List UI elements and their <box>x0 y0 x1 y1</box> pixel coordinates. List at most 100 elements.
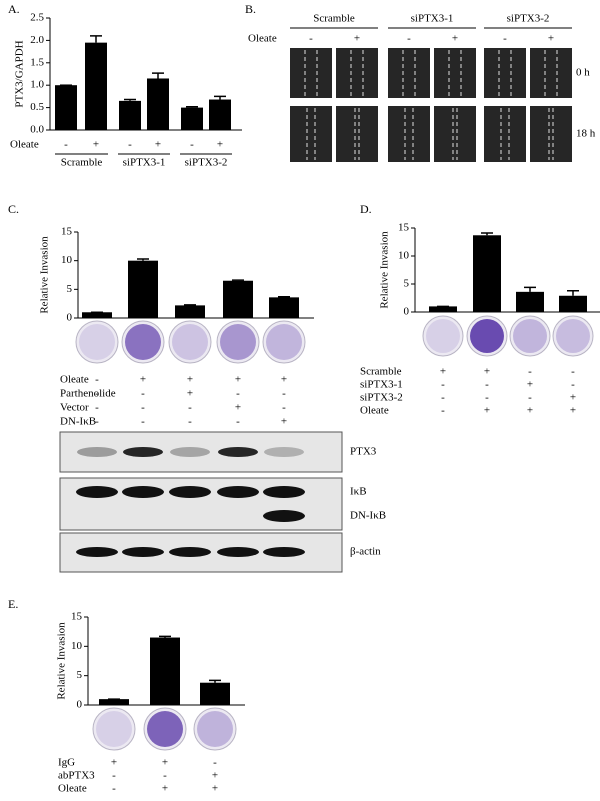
condition-sign: + <box>162 757 168 769</box>
wound-image <box>530 48 572 98</box>
bar <box>119 100 141 130</box>
blot-band <box>122 547 164 557</box>
well-image <box>422 315 464 357</box>
condition-sign: - <box>64 139 68 151</box>
y-tick-label: 10 <box>398 250 410 262</box>
blot-band <box>217 547 259 557</box>
y-tick-label: 5 <box>77 669 83 681</box>
y-tick-label: 15 <box>61 226 73 238</box>
panel-label: A. <box>8 2 20 16</box>
y-tick-label: 2.0 <box>30 34 44 46</box>
bar <box>85 42 107 130</box>
stained-cells <box>79 324 115 360</box>
condition-sign: - <box>571 379 575 391</box>
condition-sign: + <box>235 374 241 386</box>
wound-image <box>290 106 332 162</box>
error-bar <box>159 635 171 638</box>
condition-sign: - <box>112 783 116 795</box>
stained-cells <box>125 324 161 360</box>
bar <box>473 235 501 312</box>
condition-sign: - <box>128 139 132 151</box>
group-label: siPTX3-2 <box>507 13 550 25</box>
blot-label: β-actin <box>350 546 381 558</box>
y-tick-label: 5 <box>67 283 73 295</box>
condition-label: siPTX3-2 <box>360 392 403 404</box>
stained-cells <box>513 319 547 353</box>
bar <box>55 85 77 130</box>
condition-label: siPTX3-1 <box>360 379 403 391</box>
group-label: Scramble <box>313 13 355 25</box>
condition-sign: + <box>452 33 458 45</box>
panel-label: E. <box>8 597 18 611</box>
blot-band <box>217 486 259 498</box>
blot-band <box>264 447 304 457</box>
wound-image <box>388 106 430 162</box>
condition-sign: - <box>282 388 286 400</box>
stained-cells <box>220 324 256 360</box>
well-image <box>193 707 237 751</box>
stained-cells <box>96 711 132 747</box>
condition-sign: - <box>95 388 99 400</box>
condition-sign: + <box>187 374 193 386</box>
blot-image <box>59 477 343 531</box>
bar <box>269 297 299 318</box>
blot-band <box>170 447 210 457</box>
error-bar <box>214 95 226 100</box>
condition-sign: - <box>528 366 532 378</box>
condition-sign: - <box>95 374 99 386</box>
condition-sign: - <box>141 416 145 428</box>
blot-band <box>169 486 211 498</box>
blot-band <box>76 486 118 498</box>
condition-label: Scramble <box>360 366 402 378</box>
condition-sign: + <box>570 392 576 404</box>
bar <box>209 99 231 130</box>
panel-label: B. <box>245 2 256 16</box>
error-bar <box>184 304 196 306</box>
condition-sign: + <box>155 139 161 151</box>
condition-label: Vector <box>60 402 89 414</box>
condition-label: Parthenolide <box>60 388 116 400</box>
error-bar <box>90 35 102 43</box>
condition-sign: + <box>162 783 168 795</box>
well-image <box>216 320 260 364</box>
bar <box>128 260 158 318</box>
bar <box>181 107 203 130</box>
bar <box>559 295 587 312</box>
condition-sign: + <box>235 402 241 414</box>
wound-image <box>484 48 526 98</box>
bar <box>429 306 457 312</box>
condition-sign: + <box>440 366 446 378</box>
condition-label: abPTX3 <box>58 770 95 782</box>
condition-label: DN-IκB <box>60 416 96 428</box>
condition-sign: - <box>309 33 313 45</box>
error-bar <box>232 279 244 281</box>
error-bar <box>137 258 149 261</box>
condition-sign: - <box>163 770 167 782</box>
error-bar <box>152 72 164 79</box>
condition-sign: - <box>441 392 445 404</box>
y-tick-label: 2.5 <box>30 12 44 24</box>
group-label: siPTX3-1 <box>411 13 454 25</box>
blot-label: IκB <box>350 486 367 498</box>
panel-label: D. <box>360 202 372 216</box>
condition-sign: - <box>236 416 240 428</box>
condition-sign: - <box>485 392 489 404</box>
condition-sign: - <box>188 402 192 414</box>
y-axis-label: PTX3/GAPDH <box>14 40 26 107</box>
error-bar <box>186 105 198 108</box>
condition-label: Oleate <box>10 139 39 151</box>
condition-sign: - <box>188 416 192 428</box>
wound-image <box>434 106 476 162</box>
y-tick-label: 1.5 <box>30 56 44 68</box>
condition-sign: + <box>570 405 576 417</box>
y-tick-label: 10 <box>71 640 83 652</box>
condition-sign: + <box>212 783 218 795</box>
blot-band <box>218 447 258 457</box>
well-image <box>168 320 212 364</box>
condition-sign: - <box>141 402 145 414</box>
condition-sign: + <box>140 374 146 386</box>
blot-band <box>263 547 305 557</box>
y-tick-label: 15 <box>71 611 83 623</box>
y-tick-label: 1.0 <box>30 79 44 91</box>
